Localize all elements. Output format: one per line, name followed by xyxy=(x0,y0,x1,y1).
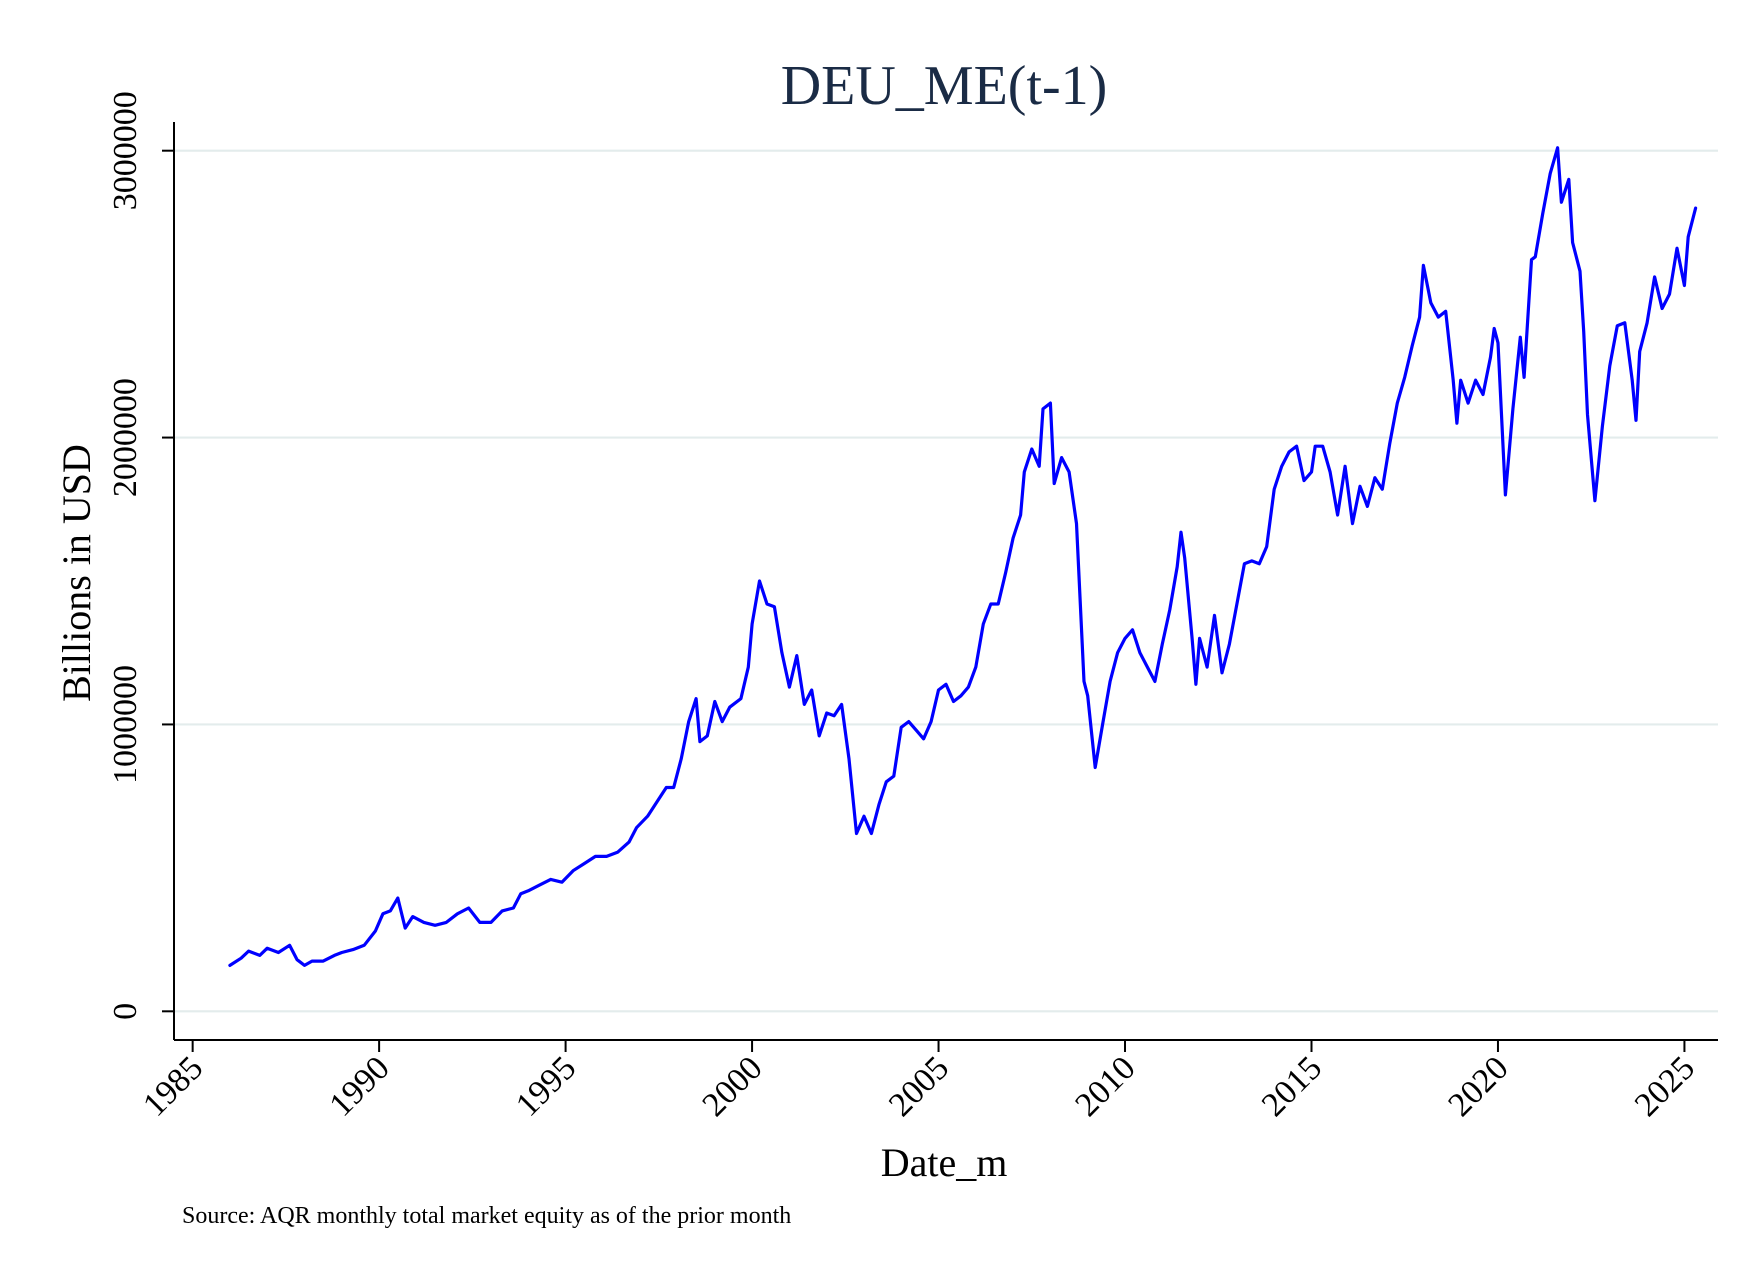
y-tick-label: 3000000 xyxy=(107,91,144,210)
gridlines xyxy=(174,149,1718,1013)
y-tick-label: 0 xyxy=(107,1003,144,1020)
chart-title: DEU_ME(t-1) xyxy=(781,55,1108,117)
series-line-0 xyxy=(228,146,1698,967)
series-layer xyxy=(228,146,1698,967)
y-tick-label: 2000000 xyxy=(107,378,144,497)
y-tick-label: 1000000 xyxy=(107,665,144,784)
y-axis-title: Billions in USD xyxy=(54,444,99,702)
x-axis-title: Date_m xyxy=(881,1140,1008,1185)
source-note: Source: AQR monthly total market equity … xyxy=(182,1203,791,1229)
axes xyxy=(162,122,1718,1052)
